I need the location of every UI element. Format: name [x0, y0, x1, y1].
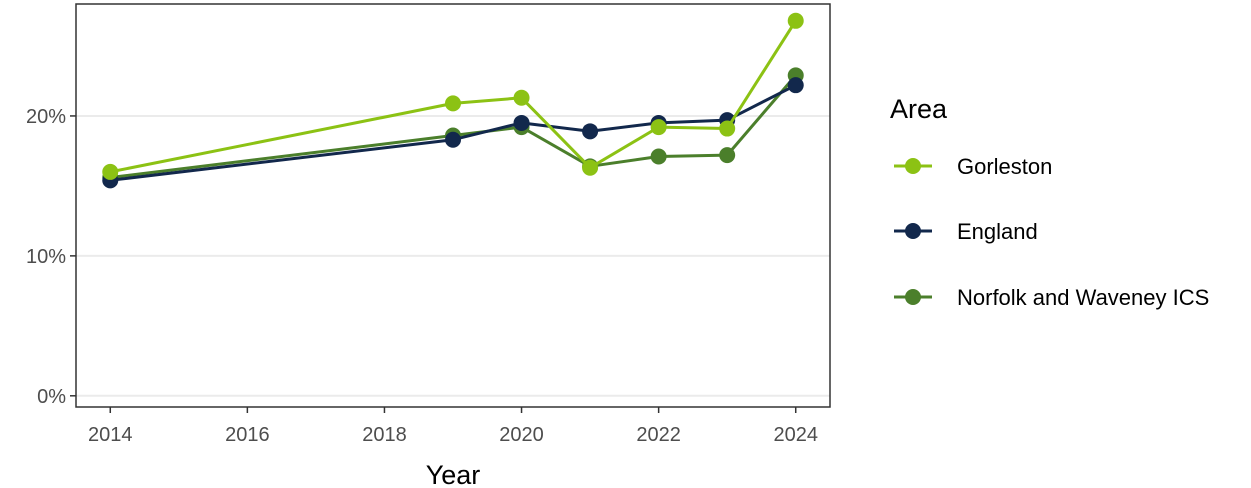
data-point: [650, 119, 667, 136]
x-tick-label: 2022: [636, 424, 681, 446]
legend-key-point: [905, 223, 921, 239]
series-lines: [102, 12, 804, 189]
legend-label: Norfolk and Waveney ICS: [957, 285, 1209, 310]
x-tick-label: 2018: [362, 424, 407, 446]
data-point: [102, 163, 119, 180]
series-gorleston: [102, 12, 804, 180]
legend-label: England: [957, 219, 1038, 244]
data-point: [582, 123, 599, 140]
y-tick-label: 20%: [26, 106, 66, 128]
series-england: [102, 77, 804, 189]
x-tick-label: 2020: [499, 424, 544, 446]
data-point: [445, 131, 461, 148]
x-tick-label: 2016: [225, 424, 270, 446]
data-point: [445, 95, 461, 112]
gridlines: [76, 114, 830, 397]
data-point: [719, 147, 736, 164]
y-tick-label: 0%: [37, 386, 66, 408]
data-point: [513, 89, 530, 106]
data-point: [650, 148, 667, 165]
x-tick-label: 2024: [773, 424, 818, 446]
legend-key-point: [905, 158, 921, 174]
data-point: [787, 77, 804, 94]
legend-title: Area: [890, 94, 948, 124]
x-axis: 2014 2016 2018 2020 2022 2024: [88, 407, 818, 446]
data-point: [582, 159, 599, 176]
legend-label: Gorleston: [957, 154, 1052, 179]
legend-key-point: [905, 289, 921, 305]
legend: Area Gorleston England Norfolk and Waveney…: [890, 94, 1209, 310]
data-point: [787, 12, 804, 29]
data-point: [719, 120, 736, 137]
legend-item: Gorleston: [894, 154, 1052, 179]
y-axis: 0% 10% 20%: [26, 106, 76, 408]
plot-panel-border: [75, 3, 831, 408]
data-point: [513, 114, 530, 131]
legend-item: England: [894, 219, 1038, 244]
x-axis-title: Year: [426, 460, 481, 488]
legend-item: Norfolk and Waveney ICS: [894, 285, 1209, 310]
y-tick-label: 10%: [26, 246, 66, 268]
x-tick-label: 2014: [88, 424, 133, 446]
